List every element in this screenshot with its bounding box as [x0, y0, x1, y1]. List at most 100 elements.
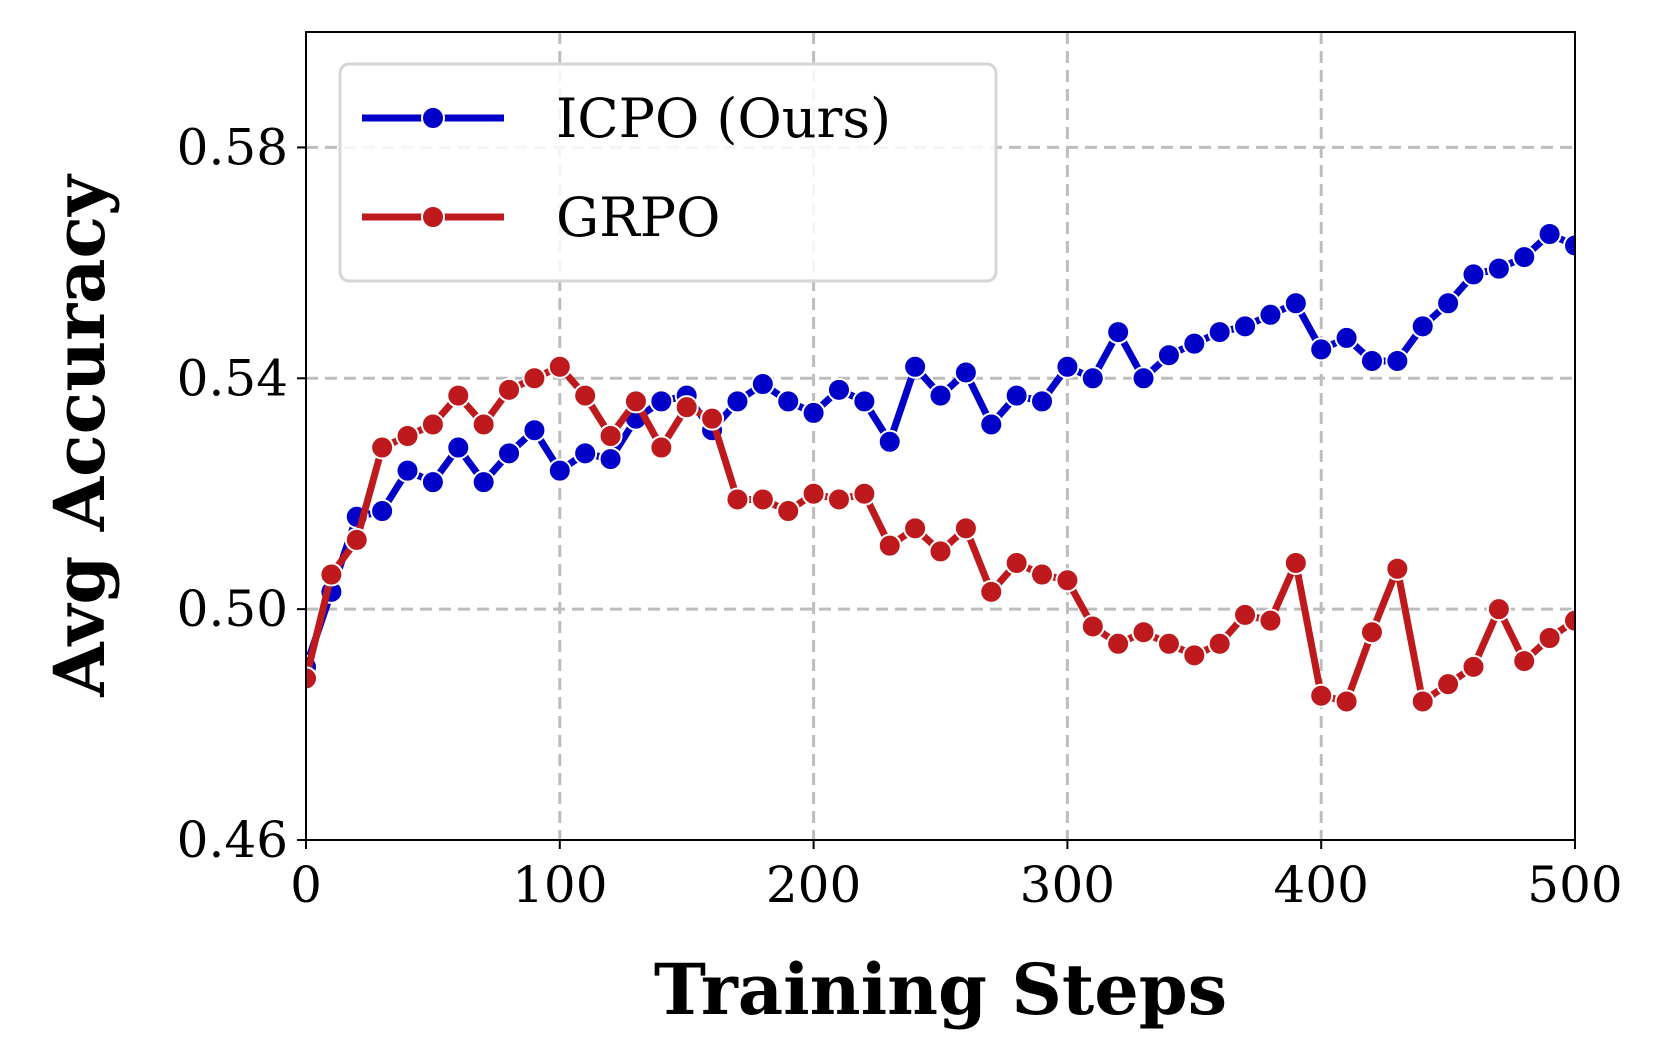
data-point	[826, 377, 851, 402]
data-point	[1486, 256, 1511, 281]
legend-label: GRPO	[556, 186, 720, 249]
data-point	[1283, 291, 1308, 316]
x-tick-label: 300	[1020, 856, 1115, 914]
data-point	[1156, 343, 1181, 368]
data-point	[446, 383, 471, 408]
data-point	[1436, 291, 1461, 316]
y-tick-label: 0.46	[177, 811, 288, 869]
data-point	[953, 516, 978, 541]
data-point	[1537, 626, 1562, 650]
data-point	[1080, 366, 1105, 391]
data-point	[573, 383, 598, 408]
data-point	[471, 470, 496, 495]
data-point	[598, 424, 623, 448]
data-point	[877, 533, 902, 558]
data-point	[623, 389, 648, 414]
x-tick-label: 100	[512, 856, 607, 914]
series-1	[306, 354, 1575, 714]
data-point	[903, 516, 928, 541]
data-point	[903, 354, 928, 379]
x-axis-title: Training Steps	[654, 948, 1227, 1031]
data-point	[1131, 366, 1156, 391]
data-point	[1004, 383, 1029, 408]
data-point	[598, 447, 623, 472]
legend-marker	[421, 205, 445, 229]
data-point	[674, 395, 699, 420]
data-point	[370, 435, 395, 460]
data-point	[1385, 348, 1410, 373]
data-point	[852, 389, 877, 414]
data-point	[1233, 314, 1258, 339]
x-tick-label: 0	[290, 856, 322, 914]
data-point	[1207, 320, 1232, 345]
legend: ICPO (Ours) GRPO	[338, 62, 998, 283]
data-point	[522, 418, 547, 443]
data-point	[1131, 620, 1156, 645]
data-point	[344, 527, 369, 552]
data-point	[852, 481, 877, 506]
data-point	[1410, 314, 1435, 339]
data-series	[306, 222, 1575, 714]
data-point	[725, 487, 750, 512]
data-point	[1080, 614, 1105, 639]
data-point	[1563, 608, 1575, 633]
data-point	[573, 441, 598, 466]
data-point	[1030, 562, 1055, 587]
data-point	[1233, 602, 1258, 627]
data-point	[649, 389, 674, 414]
data-point	[700, 406, 725, 431]
data-point	[928, 539, 953, 564]
data-point	[1359, 620, 1384, 645]
data-point	[395, 458, 420, 483]
data-point	[1309, 683, 1334, 708]
data-point	[776, 389, 801, 414]
data-point	[801, 400, 826, 425]
data-point	[776, 499, 801, 524]
data-point	[497, 441, 522, 466]
data-point	[1461, 654, 1486, 679]
data-point	[1563, 233, 1575, 258]
data-point	[725, 389, 750, 414]
data-point	[1537, 222, 1562, 246]
data-point	[1410, 689, 1435, 714]
data-point	[1512, 649, 1537, 674]
data-point	[471, 412, 496, 437]
plot-frame	[305, 31, 1576, 841]
data-point	[826, 487, 851, 512]
legend-label: ICPO (Ours)	[556, 87, 891, 150]
data-point	[1258, 608, 1283, 633]
data-point	[1486, 597, 1511, 622]
y-tick-label: 0.50	[177, 580, 288, 638]
data-point	[395, 424, 420, 448]
data-point	[953, 360, 978, 385]
data-point	[547, 354, 572, 379]
data-point	[522, 366, 547, 391]
x-tick-label: 200	[766, 856, 861, 914]
data-point	[1359, 348, 1384, 373]
data-point	[1461, 262, 1486, 287]
data-point	[1106, 631, 1131, 656]
y-tick-label: 0.54	[177, 349, 288, 407]
data-point	[1182, 331, 1207, 356]
data-point	[750, 372, 775, 397]
x-tick-label: 500	[1527, 856, 1622, 914]
data-point	[1055, 568, 1080, 593]
data-point	[370, 499, 395, 524]
data-point	[1030, 389, 1055, 414]
data-point	[750, 487, 775, 512]
data-point	[979, 579, 1004, 604]
data-point	[1334, 689, 1359, 714]
data-point	[877, 429, 902, 454]
data-point	[1004, 550, 1029, 575]
data-point	[497, 377, 522, 402]
data-point	[420, 412, 445, 437]
data-point	[547, 458, 572, 483]
data-point	[319, 562, 344, 587]
data-point	[1436, 672, 1461, 697]
data-point	[928, 383, 953, 408]
data-point	[801, 481, 826, 506]
axis-ticks: 0 100 200 300 400 500 0.46 0.50 0.54 0.58	[177, 118, 1623, 914]
data-point	[1512, 245, 1537, 270]
data-point	[420, 470, 445, 495]
data-point	[1385, 556, 1410, 581]
